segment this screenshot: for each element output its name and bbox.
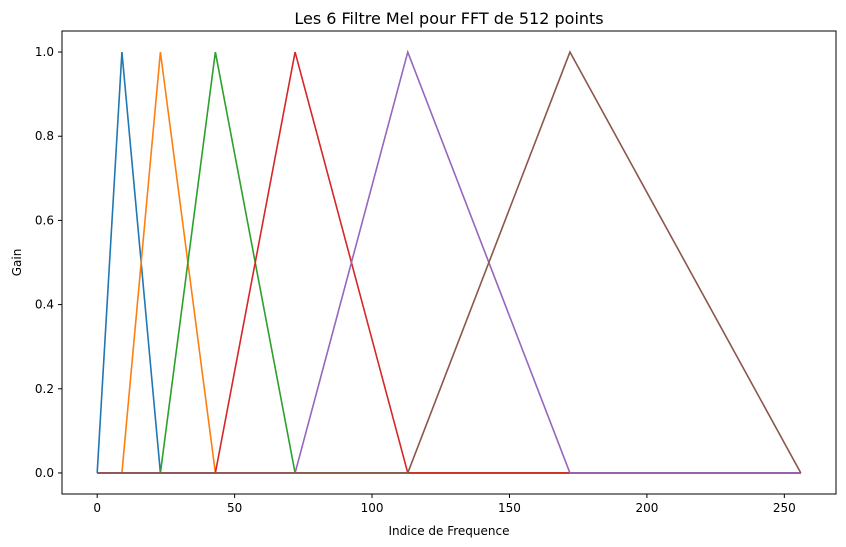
series-line-6 <box>97 50 802 474</box>
y-tick-label: 1.0 <box>35 45 54 59</box>
y-axis-ticks: 0.0 0.2 0.4 0.6 0.8 1.0 <box>35 45 62 480</box>
y-tick-label: 0.2 <box>35 382 54 396</box>
y-tick-label: 0.6 <box>35 213 54 227</box>
x-tick-label: 200 <box>635 501 658 515</box>
x-tick-label: 0 <box>93 501 101 515</box>
y-tick-label: 0.8 <box>35 129 54 143</box>
x-tick-label: 250 <box>773 501 796 515</box>
plot-area <box>61 30 837 495</box>
x-tick-label: 100 <box>361 501 384 515</box>
chart-title: Les 6 Filtre Mel pour FFT de 512 points <box>294 9 603 28</box>
x-tick-label: 150 <box>498 501 521 515</box>
x-axis-label: Indice de Frequence <box>389 524 510 538</box>
x-axis-ticks: 0 50 100 150 200 250 <box>93 494 796 515</box>
plot-frame <box>61 30 837 495</box>
y-axis-label: Gain <box>10 249 24 277</box>
x-tick-label: 50 <box>227 501 242 515</box>
y-tick-label: 0.0 <box>35 466 54 480</box>
plot-background <box>62 31 836 494</box>
series-group <box>96 49 802 474</box>
y-tick-label: 0.4 <box>35 298 54 312</box>
